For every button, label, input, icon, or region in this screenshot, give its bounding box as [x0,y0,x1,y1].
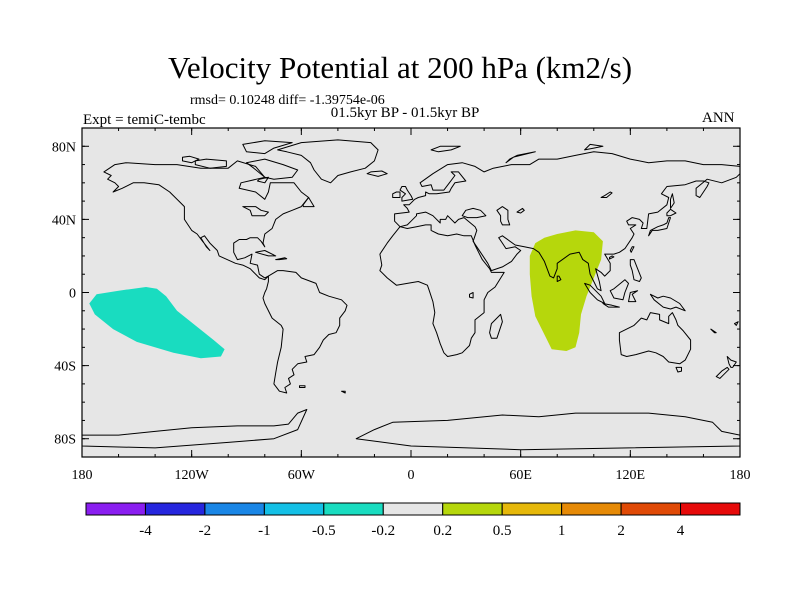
colorbar: -4 -2 -1 -0.5 -0.2 0.2 0.5 1 2 4 [85,502,741,539]
java-coastline [602,303,620,308]
ellesmere-island-coastline [242,140,293,155]
lat-tick-label: 40S [54,360,76,375]
madagascar-coastline [489,313,503,339]
colorbar-label: 2 [617,523,625,539]
cuba-coastline [255,250,277,257]
black-sea-outline [461,207,487,219]
tasmania-coastline [675,366,682,373]
lon-tick-label: 180 [730,468,751,483]
greenland-coastline [277,139,379,184]
lon-tick-label: 180 [72,468,93,483]
colorbar-swatch [442,502,503,516]
lat-tick-label: 40N [52,213,76,228]
lat-tick-label: 80S [54,433,76,448]
south-america-coastline [262,270,348,394]
colorbar-swatch [204,502,265,516]
colorbar-label: 4 [677,523,685,539]
eurasia-coastline [394,151,740,292]
ireland-coastline [392,191,401,198]
new-caledonia-coastline [710,328,717,334]
lat-tick-label: 0 [69,287,76,302]
colorbar-swatch [501,502,563,516]
colorbar-label: -1 [258,523,271,539]
lon-tick-label: 120W [175,468,210,483]
hispaniola-coastline [275,257,288,261]
map-background [82,128,740,457]
antarctica-east-coastline [355,412,740,451]
colorbar-label: 0.5 [493,523,512,539]
south-georgia-coastline [341,390,346,394]
colorbar-label: 1 [558,523,566,539]
colorbar-label: -4 [139,523,152,539]
novaya-zemlya-coastline [505,151,536,164]
aral-sea-outline [516,207,525,214]
great-lakes-outline [242,206,269,217]
antarctica-coastline [82,409,308,449]
colorbar-swatch [144,502,206,516]
hokkaido-coastline [666,208,677,217]
philippines-coastline [629,259,642,282]
period-label: 01.5kyr BP - 01.5kyr BP [330,105,480,121]
newfoundland-coastline [302,197,315,208]
borneo-coastline [609,279,629,301]
svalbard-coastline [430,145,461,153]
lon-tick-label: 120E [616,468,646,483]
africa-coastline [379,224,505,357]
coastlines [82,139,740,451]
japan-coastline [648,217,671,237]
experiment-label: Expt = temiC-tembc [83,112,206,128]
iceland-coastline [366,170,388,177]
map-ticks: 80N 40N 0 40S 80S 180 120W 60W 0 60E 120E 180 [52,127,751,483]
colorbar-label: 0.2 [433,523,452,539]
banks-island-coastline [182,155,200,164]
season-label: ANN [702,110,735,126]
colorbar-swatch [323,502,384,516]
lon-tick-label: 60E [509,468,532,483]
lon-tick-label: 0 [408,468,415,483]
new-guinea-coastline [649,293,686,312]
baffin-island-coastline [246,158,299,180]
colorbar-label: -2 [199,523,212,539]
lon-tick-label: 60W [288,468,316,483]
colorbar-label: -0.5 [312,523,336,539]
taiwan-coastline [629,246,635,253]
falklands-coastline [299,385,306,388]
caspian-sea-outline [496,206,511,226]
lake-victoria-outline [469,292,474,299]
sulawesi-coastline [628,290,639,303]
fiji-coastline [734,321,739,326]
great-britain-coastline [399,186,414,202]
hainan-coastline [609,255,615,260]
colorbar-swatch [680,502,741,516]
stats-line: rmsd= 0.10248 diff= -1.39754e-06 [190,93,385,108]
colorbar-swatch [382,502,444,516]
map-title: Velocity Potential at 200 hPa (km2/s) [167,50,633,85]
new-zealand-south-coastline [715,366,730,379]
colorbar-swatch [85,502,146,516]
colorbar-swatch [263,502,325,516]
sri-lanka-coastline [556,275,562,282]
lat-tick-label: 80N [52,140,76,155]
north-america-coastline [103,160,310,281]
australia-coastline [618,312,692,365]
sakhalin-coastline [670,193,675,209]
colorbar-label: -0.2 [371,523,395,539]
central-pacific-negative-region [89,287,225,359]
new-zealand-north-coastline [726,356,737,368]
colorbar-swatch [561,502,622,516]
colorbar-swatch [620,502,682,516]
lake-baikal-outline [600,191,613,198]
severnaya-zemlya-coastline [584,143,604,151]
hudson-bay-inner-outline [257,176,269,184]
